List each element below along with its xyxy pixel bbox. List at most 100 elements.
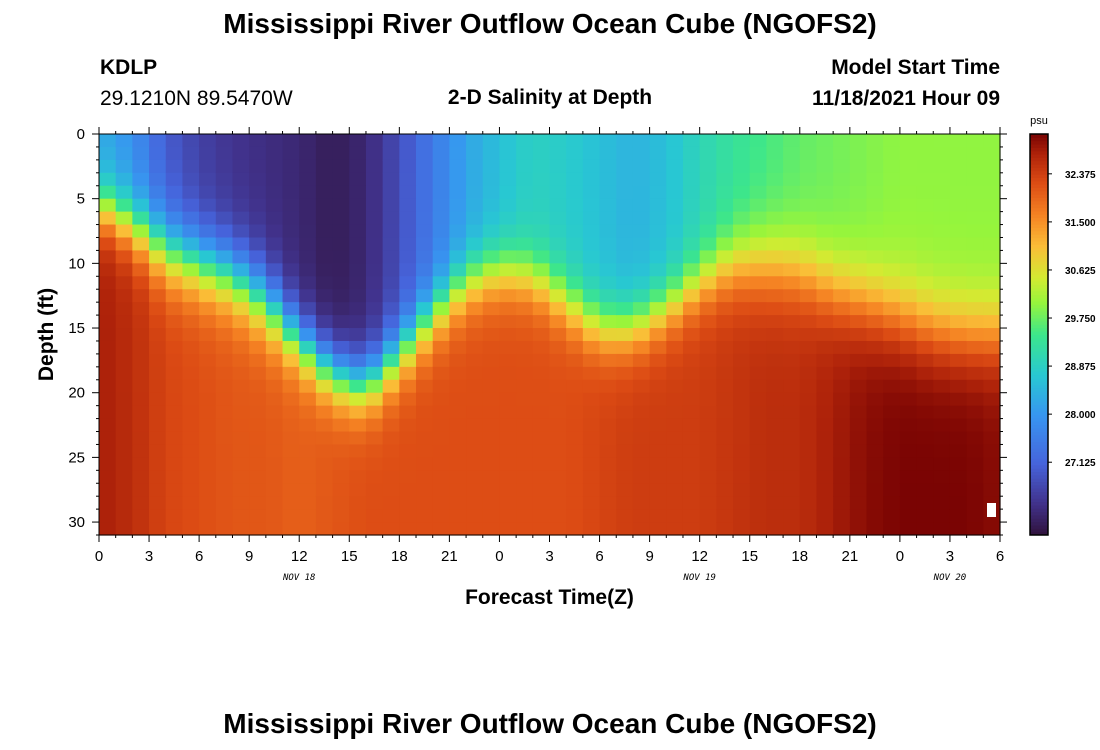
- heatmap-cell: [949, 405, 968, 420]
- heatmap-cell: [549, 405, 567, 420]
- colorbar-segment: [1030, 524, 1048, 529]
- colorbar-segment: [1030, 287, 1048, 292]
- heatmap-cell: [816, 172, 834, 187]
- heatmap-cell: [365, 340, 384, 355]
- heatmap-cell: [399, 431, 417, 446]
- colorbar-segment: [1030, 137, 1048, 142]
- heatmap-cell: [115, 134, 133, 148]
- colorbar-segment: [1030, 284, 1048, 289]
- colorbar-segment: [1030, 297, 1048, 302]
- heatmap-cell: [649, 159, 667, 174]
- heatmap-cell: [783, 509, 801, 523]
- heatmap-cell: [666, 276, 684, 290]
- colorbar-tick-label: 30.625: [1065, 266, 1096, 277]
- heatmap-cell: [816, 250, 834, 264]
- heatmap-cell: [949, 211, 968, 226]
- heatmap-cell: [866, 509, 884, 523]
- heatmap-cell: [516, 224, 534, 239]
- heatmap-cell: [182, 392, 200, 407]
- heatmap-cell: [883, 444, 901, 458]
- heatmap-cell: [632, 522, 651, 536]
- heatmap-cell: [616, 444, 634, 458]
- colorbar-segment: [1030, 291, 1048, 295]
- colorbar-segment: [1030, 164, 1048, 168]
- heatmap-cell: [516, 134, 534, 148]
- heatmap-cell: [899, 289, 918, 303]
- heatmap-cell: [916, 328, 934, 342]
- heatmap-cell: [916, 289, 934, 303]
- heatmap-cell: [466, 185, 484, 200]
- heatmap-cell: [582, 302, 601, 316]
- heatmap-cell: [365, 211, 384, 226]
- heatmap-cell: [265, 522, 284, 536]
- heatmap-cell: [733, 185, 751, 200]
- heatmap-cell: [682, 276, 701, 290]
- heatmap-cell: [182, 224, 200, 239]
- heatmap-cell: [115, 211, 133, 226]
- heatmap-cell: [466, 470, 484, 484]
- colorbar-segment: [1030, 220, 1048, 225]
- heatmap-cell: [783, 470, 801, 484]
- heatmap-cell: [332, 405, 350, 420]
- heatmap-cell: [849, 237, 868, 252]
- heatmap-cell: [666, 392, 684, 407]
- heatmap-cell: [799, 159, 818, 174]
- heatmap-cell: [883, 172, 901, 187]
- heatmap-cell: [933, 470, 951, 484]
- colorbar-segment: [1030, 281, 1048, 285]
- heatmap-cell: [182, 444, 200, 458]
- heatmap-cell: [766, 470, 784, 484]
- heatmap-cell: [382, 418, 400, 433]
- heatmap-cell: [766, 302, 784, 316]
- heatmap-cell: [682, 302, 701, 316]
- heatmap-cell: [466, 405, 484, 420]
- heatmap-cell: [215, 263, 234, 277]
- heatmap-cell: [416, 366, 434, 381]
- heatmap-cell: [849, 470, 868, 484]
- heatmap-cell: [716, 392, 734, 407]
- heatmap-cell: [165, 366, 184, 381]
- colorbar-segment: [1030, 468, 1048, 473]
- heatmap-cell: [582, 289, 601, 303]
- heatmap-cell: [499, 444, 517, 458]
- heatmap-cell: [699, 198, 717, 213]
- heatmap-cell: [399, 353, 417, 368]
- heatmap-cell: [783, 289, 801, 303]
- heatmap-cell: [265, 263, 284, 277]
- heatmap-cell: [132, 418, 150, 433]
- heatmap-cell: [182, 340, 200, 355]
- heatmap-cell: [516, 302, 534, 316]
- heatmap-cell: [165, 302, 184, 316]
- heatmap-cell: [749, 366, 768, 381]
- heatmap-cell: [949, 340, 968, 355]
- heatmap-cell: [449, 418, 467, 433]
- heatmap-cell: [115, 353, 133, 368]
- heatmap-cell: [682, 159, 701, 174]
- heatmap-cell: [115, 250, 133, 264]
- heatmap-cell: [816, 237, 834, 252]
- heatmap-cell: [349, 263, 367, 277]
- heatmap-cell: [482, 496, 501, 510]
- heatmap-cell: [315, 522, 334, 536]
- heatmap-cell: [749, 509, 768, 523]
- heatmap-cell: [933, 418, 951, 433]
- heatmap-cell: [632, 302, 651, 316]
- heatmap-cell: [883, 315, 901, 329]
- heatmap-cell: [532, 198, 551, 213]
- heatmap-cell: [682, 444, 701, 458]
- heatmap-cell: [766, 418, 784, 433]
- heatmap-cell: [799, 276, 818, 290]
- colorbar-segment: [1030, 474, 1048, 479]
- heatmap-cell: [816, 146, 834, 161]
- heatmap-cell: [866, 211, 884, 226]
- heatmap-cell: [249, 392, 267, 407]
- heatmap-cell: [983, 444, 1001, 458]
- heatmap-cell: [883, 263, 901, 277]
- heatmap-cell: [899, 185, 918, 200]
- heatmap-cell: [232, 431, 250, 446]
- heatmap-cell: [582, 470, 601, 484]
- colorbar-segment: [1030, 327, 1048, 332]
- heatmap-cell: [382, 392, 400, 407]
- heatmap-cell: [532, 250, 551, 264]
- heatmap-cell: [816, 211, 834, 226]
